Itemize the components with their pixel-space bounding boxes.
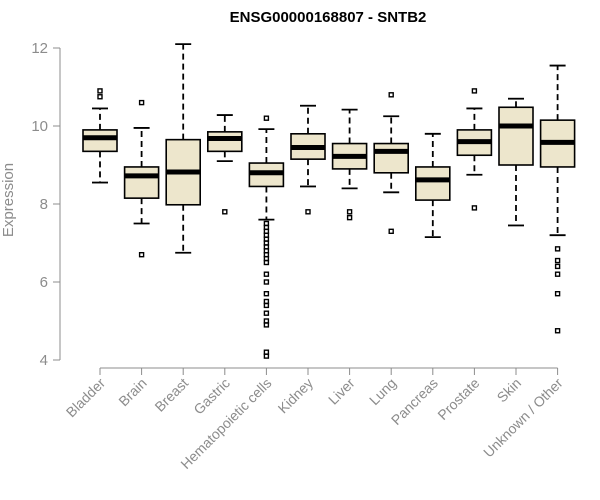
outlier-point — [471, 205, 478, 211]
box-liver — [331, 108, 368, 221]
outlier-point — [222, 209, 228, 215]
outlier-point — [554, 263, 561, 270]
y-tick-label: 10 — [31, 118, 48, 135]
outlier-point — [471, 88, 478, 94]
box-skin — [498, 97, 534, 227]
x-tick-label: Unknown / Other — [480, 375, 566, 461]
y-tick-label: 6 — [40, 274, 48, 291]
outlier-point — [263, 259, 270, 266]
outlier-point — [554, 246, 561, 252]
x-tick-label: Prostate — [434, 375, 482, 423]
outlier-point — [263, 271, 270, 277]
x-tick-label: Brain — [115, 375, 149, 409]
chart-title: ENSG00000168807 - SNTB2 — [230, 9, 427, 26]
outlier-point — [554, 328, 561, 334]
y-axis-label: Expression — [0, 163, 17, 237]
outlier-point — [263, 322, 270, 328]
outlier-point — [388, 92, 394, 98]
x-tick-label: Kidney — [275, 375, 317, 417]
iqr-box — [82, 129, 118, 153]
iqr-box — [498, 106, 534, 166]
outlier-point — [554, 271, 561, 277]
outlier-point — [263, 302, 270, 309]
outlier-point — [554, 291, 561, 297]
y-tick-label: 8 — [40, 196, 48, 213]
box-lung — [373, 92, 410, 235]
outlier-point — [263, 310, 270, 316]
outlier-point — [554, 257, 561, 264]
box-prostate — [456, 88, 493, 211]
y-axis: 4 6 8 10 12 — [31, 40, 61, 369]
iqr-box — [123, 166, 160, 199]
outlier-point — [305, 209, 311, 215]
outlier-point — [346, 214, 353, 221]
outlier-point — [388, 228, 394, 235]
iqr-box — [414, 166, 451, 201]
y-tick-label: 12 — [31, 40, 48, 57]
y-tick-label: 4 — [40, 352, 48, 369]
box-pancreas — [414, 132, 451, 239]
outlier-point — [138, 251, 145, 258]
box-group — [82, 43, 576, 359]
outlier-point — [263, 115, 270, 121]
x-tick-label: Skin — [494, 375, 525, 406]
box-breast — [165, 43, 201, 254]
outlier-point — [97, 88, 103, 94]
box-brain — [123, 99, 160, 258]
box-unknown-other — [539, 64, 576, 334]
x-tick-label: Liver — [325, 375, 358, 408]
outlier-point — [346, 209, 353, 215]
box-gastric — [207, 114, 243, 215]
x-tick-label: Lung — [366, 375, 399, 408]
outlier-point — [97, 94, 103, 100]
x-tick-label: Breast — [151, 375, 191, 415]
x-tick-label: Bladder — [63, 375, 109, 421]
box-hematopoietic-cells — [248, 115, 285, 359]
outlier-point — [263, 279, 270, 285]
iqr-box — [373, 142, 410, 174]
outlier-point — [138, 99, 145, 106]
outlier-point — [263, 353, 270, 359]
outlier-point — [263, 291, 270, 297]
iqr-box — [207, 131, 243, 153]
box-bladder — [82, 88, 118, 184]
box-kidney — [290, 104, 326, 215]
